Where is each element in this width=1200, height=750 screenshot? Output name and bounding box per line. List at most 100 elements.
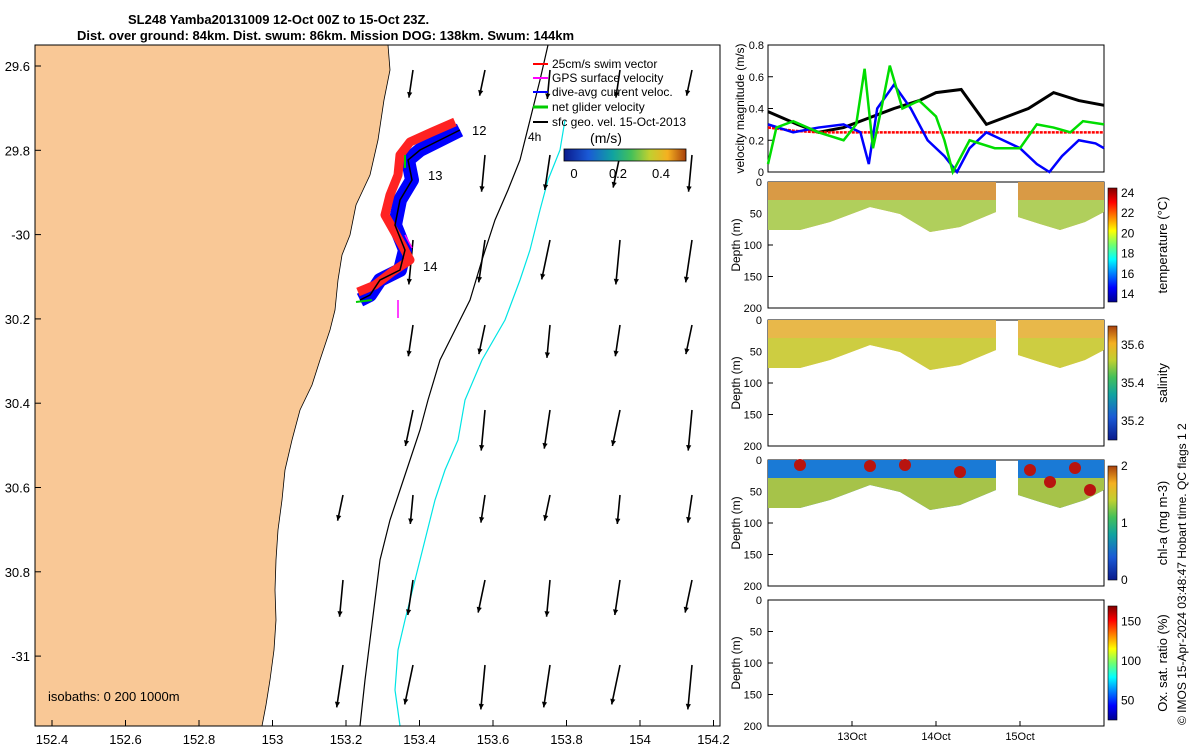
vector-arrowhead [543, 184, 549, 190]
vector-arrowhead [686, 186, 692, 192]
title-line2: Dist. over ground: 84km. Dist. swum: 86k… [77, 28, 575, 43]
map-y-ticks: 29.6 29.8 -30 30.2 30.4 30.6 30.8 -31 [5, 59, 41, 664]
vector-arrow [687, 409, 693, 451]
vector-arrowhead [403, 440, 410, 447]
map-x-tick-label: 152.4 [36, 732, 69, 747]
section-y-tick-label: 0 [756, 315, 762, 327]
map-x-tick-label: 154 [629, 732, 651, 747]
map-x-tick-label: 153.8 [550, 732, 583, 747]
map-colorbar-tick-2: 0.4 [652, 166, 670, 181]
map-x-tick-label: 154.2 [697, 732, 730, 747]
vector-arrow [684, 239, 693, 283]
map-colorbar-title: (m/s) [590, 130, 622, 146]
velocity-y-tick-label: 0.2 [749, 135, 764, 147]
vector-arrowhead [540, 273, 546, 280]
vector-arrow [610, 664, 621, 705]
isobath-1000m [359, 45, 549, 726]
map-y-tick-label: 30.2 [5, 312, 30, 327]
section-colorbar-tick: 50 [1121, 693, 1135, 707]
vector-arrow [546, 324, 551, 358]
section-colorbar-tick: 1 [1121, 516, 1128, 530]
section-data-region [1018, 478, 1104, 508]
velocity-y-tick-label: 0.6 [749, 72, 764, 84]
vector-arrowhead [685, 89, 691, 96]
vector-arrow [614, 579, 621, 616]
section-y-tick-label: 200 [744, 721, 762, 733]
section-data-region [768, 200, 996, 232]
vector-arrow [403, 664, 414, 705]
section-ylabel: Depth (m) [729, 356, 743, 409]
vector-arrowhead [334, 701, 341, 708]
vector-arrowhead [479, 186, 485, 192]
vector-arrow [684, 579, 693, 613]
section-y-tick-label: 0 [756, 177, 762, 189]
section-data-region [768, 338, 996, 370]
section-colorbar-tick: 2 [1121, 459, 1128, 473]
vector-arrowhead [684, 348, 690, 355]
vector-arrowhead [406, 278, 412, 285]
map-y-tick-label: 30.4 [5, 396, 30, 411]
section-colorbar-tick: 35.4 [1121, 376, 1145, 390]
section-colorbar-tick: 150 [1121, 615, 1141, 629]
chl-hotspot [1024, 464, 1036, 476]
section-colorbar-tick: 0 [1121, 573, 1128, 587]
vector-arrow [545, 579, 551, 617]
vector-arrow [543, 409, 551, 449]
section-y-tick-label: 50 [750, 209, 762, 221]
vector-arrowhead [408, 518, 414, 524]
legend-net-glider-velocity: net glider velocity [552, 100, 645, 114]
section-y-tick-label: 100 [744, 518, 762, 530]
section-colorbar-tick: 100 [1121, 654, 1141, 668]
day-label-13: 13 [428, 168, 442, 183]
vector-arrowhead [478, 703, 484, 710]
section-x-tick-label: 14Oct [921, 731, 950, 743]
chl-hotspot [1069, 462, 1081, 474]
section-y-tick-label: 150 [744, 410, 762, 422]
vector-arrowhead [543, 514, 549, 521]
map-y-tick-label: 29.8 [5, 143, 30, 158]
vector-arrowhead [545, 93, 551, 99]
map-panel: 12 13 14 25cm/s swim vector GPS surface … [5, 44, 730, 747]
section-x-tick-label: 13Oct [837, 731, 866, 743]
map-x-tick-label: 152.6 [109, 732, 142, 747]
vector-arrowhead [610, 698, 616, 705]
isobath-200m [394, 119, 566, 726]
section-y-tick-label: 0 [756, 455, 762, 467]
vector-arrowhead [544, 611, 550, 617]
section-colorbar-tick: 35.2 [1121, 414, 1145, 428]
vector-arrow [611, 409, 621, 447]
footer-note: © IMOS 15-Apr-2024 03:48:47 Hobart time.… [1175, 423, 1189, 725]
section-y-tick-label: 100 [744, 658, 762, 670]
map-x-ticks: 152.4 152.6 152.8 153 153.2 153.4 153.6 153.8 15… [36, 720, 730, 747]
vector-arrow [407, 579, 414, 616]
section-colorbar-label: Ox. sat. ratio (%) [1155, 614, 1170, 712]
vector-arrow [540, 239, 551, 280]
velocity-series-line [766, 65, 1105, 176]
section-colorbar [1107, 325, 1118, 441]
vector-arrowhead [542, 442, 548, 449]
section-data-region [1018, 200, 1104, 230]
section-colorbar [1107, 465, 1118, 581]
vector-arrowhead [610, 440, 617, 447]
vector-arrowhead [613, 609, 619, 615]
section-ylabel: Depth (m) [729, 636, 743, 689]
vector-arrowhead [406, 350, 412, 357]
section-ylabel: Depth (m) [729, 496, 743, 549]
vector-arrowhead [407, 91, 413, 98]
vector-arrow [477, 239, 486, 283]
vector-arrowhead [479, 444, 485, 451]
legend-dive-avg-current: dive-avg current veloc. [552, 85, 673, 99]
velocity-axes-frame [767, 44, 1105, 173]
vector-arrowhead [683, 606, 689, 613]
vector-arrowhead [336, 514, 342, 521]
section-x-tick-label: 15Oct [1005, 731, 1034, 743]
section-y-tick-label: 100 [744, 378, 762, 390]
section-y-tick-label: 100 [744, 240, 762, 252]
section-colorbar-label: salinity [1155, 363, 1170, 403]
glider-track [355, 117, 464, 318]
vector-arrowhead [615, 518, 621, 524]
vector-arrow [480, 409, 486, 451]
velocity-series-line [767, 87, 1105, 134]
